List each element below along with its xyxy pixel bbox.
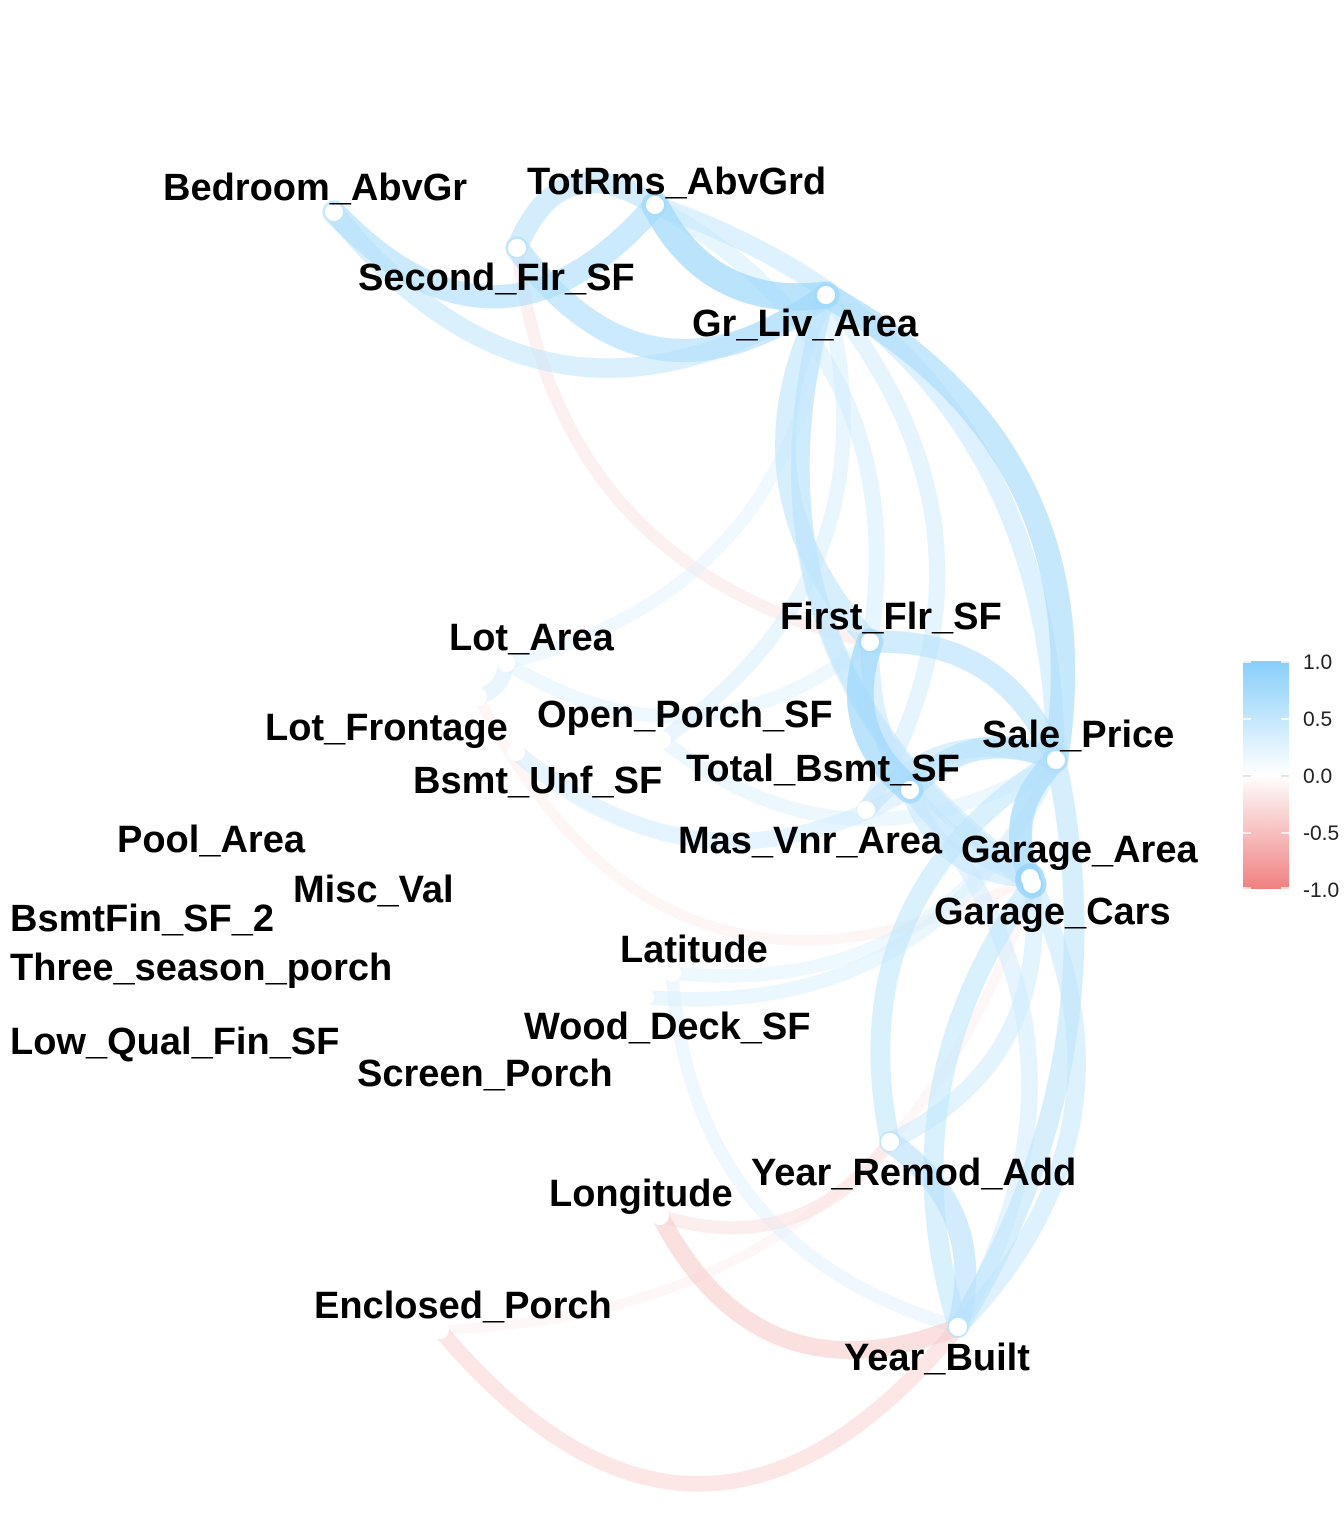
node-label-Year_Remod_Add: Year_Remod_Add <box>751 1152 1076 1194</box>
edge-Gr_Liv_Area-Garage_Cars <box>790 285 1042 894</box>
node-Second_Flr_SF <box>508 239 526 257</box>
node-label-Three_season_porch: Three_season_porch <box>10 947 392 989</box>
edge-Longitude-Year_Remod_Add <box>653 1135 897 1235</box>
node-label-Bsmt_Unf_SF: Bsmt_Unf_SF <box>413 760 662 802</box>
edge-Enclosed_Porch-Garage_Cars <box>435 879 1037 1335</box>
edge-Gr_Liv_Area-First_Flr_SF <box>775 284 881 653</box>
node-label-Mas_Vnr_Area: Mas_Vnr_Area <box>678 820 943 862</box>
legend-tick-label: 1.0 <box>1303 651 1332 674</box>
node-label-Garage_Cars: Garage_Cars <box>934 891 1171 933</box>
edge-Sale_Price-Year_Remod_Add <box>870 750 1066 1152</box>
node-label-Year_Built: Year_Built <box>844 1337 1030 1379</box>
edge-TotRms_AbvGrd-Gr_Liv_Area <box>641 191 840 311</box>
node-label-Enclosed_Porch: Enclosed_Porch <box>314 1285 612 1327</box>
node-label-Garage_Area: Garage_Area <box>961 829 1198 871</box>
edge-Sale_Price-TotRms_AbvGrd <box>645 195 1066 770</box>
edge-Open_Porch_SF-Gr_Liv_Area <box>654 287 851 748</box>
node-label-Sale_Price: Sale_Price <box>982 714 1174 756</box>
node-label-TotRms_AbvGrd: TotRms_AbvGrd <box>527 161 826 203</box>
node-label-Lot_Frontage: Lot_Frontage <box>265 707 508 749</box>
edge-Latitude-Year_Built <box>665 966 965 1334</box>
node-label-Pool_Area: Pool_Area <box>117 819 306 861</box>
legend-colorbar <box>1243 661 1289 889</box>
node-label-BsmtFin_SF_2: BsmtFin_SF_2 <box>10 898 274 940</box>
node-Wood_Deck_SF <box>636 988 654 1006</box>
node-label-Wood_Deck_SF: Wood_Deck_SF <box>524 1006 810 1048</box>
nodes-layer <box>325 196 1065 1339</box>
legend-tick-label: -0.5 <box>1303 822 1339 845</box>
node-label-Bedroom_AbvGr: Bedroom_AbvGr <box>163 167 467 209</box>
node-Lot_Area <box>497 654 515 672</box>
node-Enclosed_Porch <box>431 1321 449 1339</box>
edge-TotRms_AbvGrd-Bedroom_AbvGr <box>322 193 667 309</box>
edge-Enclosed_Porch-Year_Built <box>432 1319 966 1492</box>
node-First_Flr_SF <box>861 633 879 651</box>
node-label-Low_Qual_Fin_SF: Low_Qual_Fin_SF <box>10 1021 339 1063</box>
node-label-Screen_Porch: Screen_Porch <box>357 1053 613 1095</box>
node-Mas_Vnr_Area <box>857 801 875 819</box>
node-label-Gr_Liv_Area: Gr_Liv_Area <box>692 303 919 345</box>
node-Total_Bsmt_SF <box>901 781 919 799</box>
node-label-Total_Bsmt_SF: Total_Bsmt_SF <box>686 748 960 790</box>
edge-First_Flr_SF-TotRms_AbvGrd <box>646 196 885 651</box>
node-TotRms_AbvGrd <box>646 196 664 214</box>
node-Open_Porch_SF <box>653 731 671 749</box>
legend-tick-label: -1.0 <box>1303 879 1339 902</box>
node-Gr_Liv_Area <box>817 286 835 304</box>
node-Longitude <box>651 1207 669 1225</box>
edges-layer <box>322 171 1086 1492</box>
node-label-Second_Flr_SF: Second_Flr_SF <box>358 257 635 299</box>
edge-Longitude-Year_Built <box>651 1207 967 1359</box>
node-Garage_Cars <box>1023 875 1041 893</box>
edge-First_Flr_SF-Total_Bsmt_SF <box>846 628 924 804</box>
edge-Sale_Price-Gr_Liv_Area <box>813 282 1076 773</box>
legend-tick-label: 0.5 <box>1303 708 1332 731</box>
color-legend: 1.0 0.5 0.0 -0.5 -1.0 <box>1243 651 1339 902</box>
edge-Sale_Price-Total_Bsmt_SF <box>898 736 1068 802</box>
node-label-First_Flr_SF: First_Flr_SF <box>780 596 1002 638</box>
edge-Year_Built-Year_Remod_Add <box>879 1131 977 1338</box>
node-Year_Remod_Add <box>881 1133 899 1151</box>
node-Lot_Frontage <box>469 688 487 706</box>
node-label-Lot_Area: Lot_Area <box>449 617 615 659</box>
node-Year_Built <box>949 1318 967 1336</box>
node-Bsmt_Unf_SF <box>507 743 525 761</box>
edge-Sale_Price-Year_Built <box>947 749 1085 1338</box>
node-label-Open_Porch_SF: Open_Porch_SF <box>537 694 833 736</box>
node-label-Misc_Val: Misc_Val <box>293 869 454 911</box>
legend-tick-label: 0.0 <box>1303 765 1332 788</box>
node-Latitude <box>663 964 681 982</box>
node-label-Longitude: Longitude <box>549 1173 733 1215</box>
edge-Year_Built-Garage_Area <box>948 868 1086 1337</box>
labels-layer: Bedroom_AbvGr TotRms_AbvGrd Second_Flr_SF G… <box>10 161 1198 1379</box>
node-label-Latitude: Latitude <box>620 929 768 971</box>
edge-Mas_Vnr_Area-Gr_Liv_Area <box>817 286 946 819</box>
edge-Year_Built-Garage_Cars <box>923 874 1042 1337</box>
edge-TotRms_AbvGrd-Second_Flr_SF <box>506 171 666 259</box>
node-Sale_Price <box>1047 751 1065 769</box>
edge-Bsmt_Unf_SF-Total_Bsmt_SF <box>507 743 919 850</box>
edge-Sale_Price-First_Flr_SF <box>858 630 1068 772</box>
node-Bedroom_AbvGr <box>325 203 343 221</box>
